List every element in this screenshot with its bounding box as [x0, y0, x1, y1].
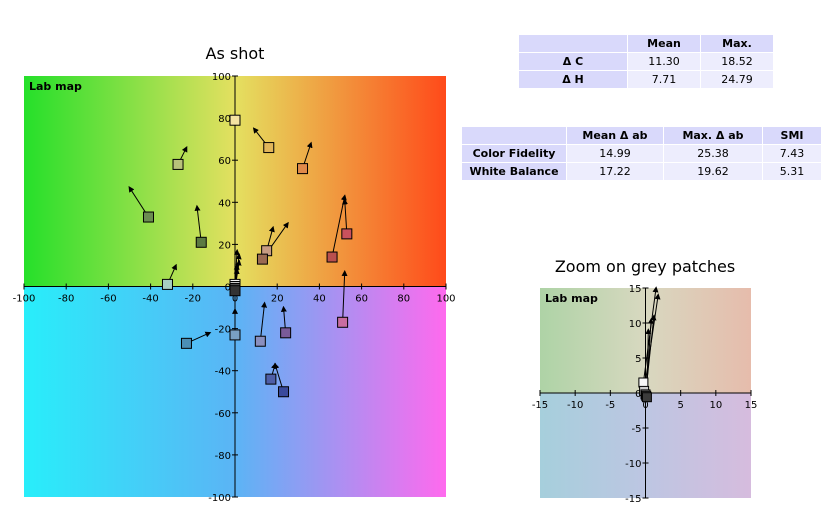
as-shot-plot: -100 -80 -60 -40 -20 0 20 40 60 80 100 -100 -80 -60 -4…	[13, 72, 456, 504]
table-cell: 11.30	[628, 53, 700, 70]
column-header: Max.	[701, 35, 773, 52]
y-tick-label: -20	[215, 325, 231, 336]
color-patch	[297, 163, 309, 175]
row-label: Δ H	[519, 71, 627, 88]
column-header: SMI	[763, 127, 821, 144]
x-tick-label: -40	[142, 294, 158, 305]
table-row: White Balance 17.22 19.62 5.31	[462, 163, 821, 180]
y-tick-label: -15	[625, 494, 641, 505]
x-tick-label: 15	[745, 400, 758, 411]
color-patch	[195, 236, 207, 248]
x-tick-label: 60	[355, 294, 368, 305]
color-patch	[142, 211, 154, 223]
table-cell: 5.31	[763, 163, 821, 180]
x-tick-label: -15	[532, 400, 548, 411]
y-tick-label: 20	[218, 240, 231, 251]
color-fidelity-table: Mean Δ ab Max. Δ ab SMI Color Fidelity 1…	[461, 126, 822, 181]
x-tick-label: -100	[13, 294, 36, 305]
y-tick-label: -80	[215, 451, 231, 462]
color-patch	[256, 253, 268, 265]
color-patch	[172, 158, 184, 170]
x-tick-label: 40	[313, 294, 326, 305]
table-cell: 7.71	[628, 71, 700, 88]
y-tick-label: -60	[215, 409, 231, 420]
patch-arrow	[194, 204, 202, 243]
table-cell: 24.79	[701, 71, 773, 88]
table-row: Δ H 7.71 24.79	[519, 71, 773, 88]
table-row: Color Fidelity 14.99 25.38 7.43	[462, 145, 821, 162]
x-tick-label: 20	[271, 294, 284, 305]
color-patch	[341, 228, 353, 240]
table-cell: 18.52	[701, 53, 773, 70]
y-tick-label: 0	[635, 389, 641, 400]
patch-arrow	[259, 301, 268, 342]
x-tick-label: -10	[567, 400, 583, 411]
x-tick-label: -60	[100, 294, 116, 305]
row-label: White Balance	[462, 163, 566, 180]
patch-arrow	[331, 194, 347, 258]
color-patch	[326, 251, 338, 263]
column-header: Mean	[628, 35, 700, 52]
color-patch	[263, 142, 275, 154]
column-header: Max. Δ ab	[664, 127, 762, 144]
table-cell: 17.22	[567, 163, 663, 180]
table-corner	[519, 35, 627, 52]
x-tick-label: 10	[709, 400, 722, 411]
x-tick-label: -5	[605, 400, 615, 411]
table-header-row: Mean Δ ab Max. Δ ab SMI	[462, 127, 821, 144]
plot-label: Lab map	[29, 80, 82, 93]
patch-arrow	[341, 269, 348, 323]
y-tick-label: -5	[632, 424, 642, 435]
x-tick-label: 5	[677, 400, 683, 411]
table-header-row: Mean Max.	[519, 35, 773, 52]
color-patch	[265, 373, 277, 385]
color-patch	[229, 285, 241, 297]
table-cell: 14.99	[567, 145, 663, 162]
table-cell: 7.43	[763, 145, 821, 162]
row-label: Color Fidelity	[462, 145, 566, 162]
color-patch	[280, 327, 292, 339]
color-patch	[337, 316, 349, 328]
plot-label: Lab map	[545, 292, 598, 305]
y-tick-label: 10	[629, 319, 642, 330]
x-tick-label: 0	[642, 400, 648, 411]
y-tick-label: -40	[215, 367, 231, 378]
color-patch	[229, 329, 241, 341]
x-tick-label: -20	[185, 294, 201, 305]
y-tick-label: 100	[212, 72, 231, 83]
y-tick-label: 40	[218, 198, 231, 209]
table-cell: 25.38	[664, 145, 762, 162]
y-tick-label: 15	[629, 284, 642, 295]
x-tick-label: 0	[232, 294, 238, 305]
y-tick-label: 0	[225, 283, 231, 294]
color-patch	[161, 278, 173, 290]
y-tick-label: -100	[208, 493, 231, 504]
y-tick-label: -10	[625, 459, 641, 470]
patch-arrow	[341, 198, 348, 234]
column-header: Mean Δ ab	[567, 127, 663, 144]
delta-ch-table: Mean Max. Δ C 11.30 18.52 Δ H 7.71 24.79	[518, 34, 774, 89]
color-patch	[278, 386, 290, 398]
color-patch	[641, 392, 652, 403]
row-label: Δ C	[519, 53, 627, 70]
table-corner	[462, 127, 566, 144]
y-tick-label: 80	[218, 114, 231, 125]
color-patch	[229, 114, 241, 126]
color-patch	[180, 337, 192, 349]
zoom-chart-title: Zoom on grey patches	[554, 257, 736, 276]
y-tick-label: 60	[218, 156, 231, 167]
y-tick-label: 5	[635, 354, 641, 365]
x-tick-label: 100	[436, 294, 455, 305]
x-tick-label: -80	[58, 294, 74, 305]
color-patch	[638, 377, 649, 388]
x-tick-label: 80	[397, 294, 410, 305]
grey-zoom-plot: -15 -10 -5 0 5 10 15 -15 -10 -5 5 10 15 0 Lab map	[532, 284, 758, 505]
table-cell: 19.62	[664, 163, 762, 180]
table-row: Δ C 11.30 18.52	[519, 53, 773, 70]
main-chart-title: As shot	[205, 44, 265, 63]
color-patch	[254, 335, 266, 347]
